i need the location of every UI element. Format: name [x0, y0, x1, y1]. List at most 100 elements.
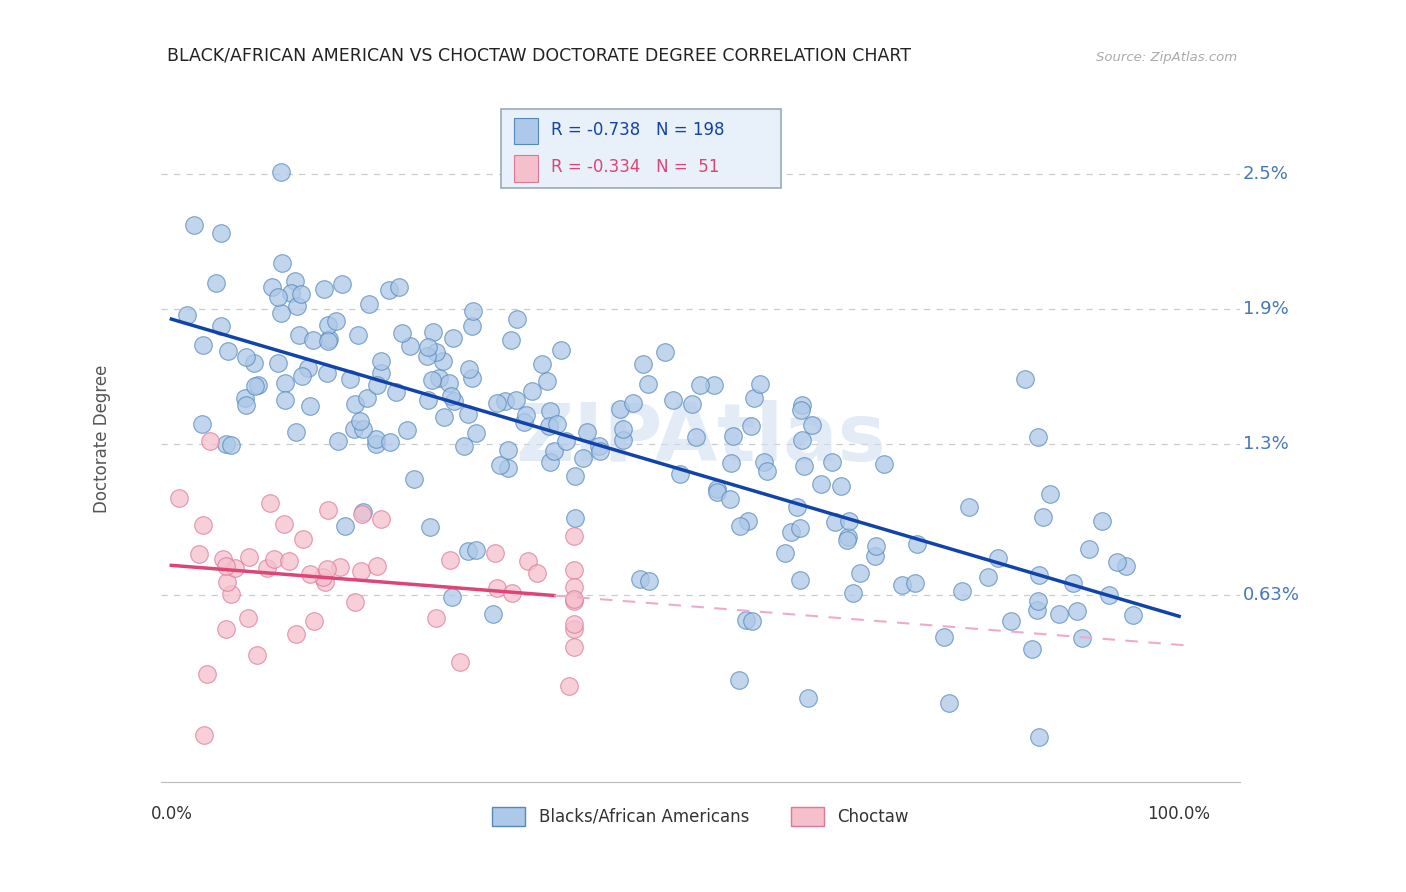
Text: 0.63%: 0.63% [1243, 586, 1299, 605]
Point [1032, 509, 1054, 524]
Point [789, 521, 811, 535]
Point [489, 458, 512, 472]
Point [238, 611, 260, 625]
Point [737, 514, 759, 528]
Point [484, 546, 506, 560]
Point [167, 491, 190, 505]
Point [235, 398, 257, 412]
Point [224, 561, 246, 575]
Point [343, 397, 366, 411]
Point [735, 613, 758, 627]
Point [391, 326, 413, 341]
Point [352, 505, 374, 519]
Point [299, 399, 322, 413]
Point [385, 384, 408, 399]
Point [824, 515, 846, 529]
Point [1098, 589, 1121, 603]
Point [1026, 430, 1049, 444]
Point [741, 614, 763, 628]
Point [821, 455, 844, 469]
Point [526, 566, 548, 580]
Point [352, 422, 374, 436]
Point [339, 372, 361, 386]
Point [564, 529, 586, 543]
Point [325, 314, 347, 328]
Point [740, 419, 762, 434]
Point [837, 533, 859, 547]
Point [752, 455, 775, 469]
Point [312, 570, 335, 584]
Point [830, 479, 852, 493]
Point [219, 587, 242, 601]
Point [191, 517, 214, 532]
Point [515, 409, 537, 423]
Point [790, 434, 813, 448]
Point [755, 464, 778, 478]
Point [316, 318, 339, 332]
Point [271, 256, 294, 270]
Point [441, 331, 464, 345]
Point [554, 434, 576, 448]
Point [366, 432, 388, 446]
Point [558, 679, 581, 693]
Point [243, 379, 266, 393]
Point [246, 378, 269, 392]
Point [290, 287, 312, 301]
Point [209, 226, 232, 240]
Point [950, 584, 973, 599]
Point [453, 440, 475, 454]
Point [422, 325, 444, 339]
Point [461, 304, 484, 318]
Point [536, 374, 558, 388]
Point [280, 286, 302, 301]
Point [193, 728, 215, 742]
Point [262, 280, 284, 294]
Point [191, 417, 214, 431]
Point [506, 311, 529, 326]
Point [458, 362, 481, 376]
Point [513, 415, 536, 429]
Point [443, 393, 465, 408]
Point [932, 630, 955, 644]
Point [1115, 558, 1137, 573]
Point [905, 537, 928, 551]
Point [1105, 555, 1128, 569]
Point [278, 554, 301, 568]
Text: 1.3%: 1.3% [1243, 435, 1288, 453]
Point [332, 277, 354, 291]
Point [259, 496, 281, 510]
Point [270, 165, 292, 179]
Point [891, 578, 914, 592]
Point [416, 349, 439, 363]
Point [217, 344, 239, 359]
Point [728, 673, 751, 688]
Legend: Blacks/African Americans, Choctaw: Blacks/African Americans, Choctaw [485, 800, 915, 832]
Point [343, 595, 366, 609]
Text: Doctorate Degree: Doctorate Degree [93, 365, 111, 513]
Point [420, 373, 443, 387]
Point [728, 519, 751, 533]
Point [637, 376, 659, 391]
Point [457, 407, 479, 421]
Point [1066, 604, 1088, 618]
Point [564, 563, 586, 577]
Point [350, 507, 373, 521]
Point [628, 572, 651, 586]
Point [1071, 631, 1094, 645]
Point [987, 551, 1010, 566]
Point [505, 393, 527, 408]
Point [370, 366, 392, 380]
Point [1026, 603, 1049, 617]
Point [315, 366, 337, 380]
Point [546, 417, 568, 431]
Point [564, 640, 586, 654]
Point [1014, 371, 1036, 385]
Point [1062, 576, 1084, 591]
Point [238, 550, 260, 565]
Point [718, 492, 741, 507]
Text: Source: ZipAtlas.com: Source: ZipAtlas.com [1097, 51, 1237, 64]
Point [721, 429, 744, 443]
Point [212, 551, 235, 566]
Point [773, 546, 796, 560]
Point [654, 345, 676, 359]
